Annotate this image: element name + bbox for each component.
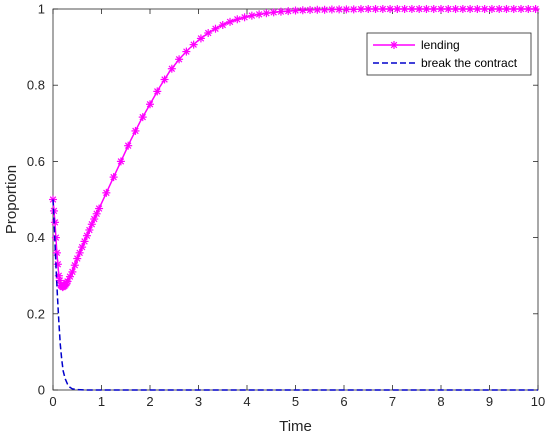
data-point xyxy=(495,5,504,13)
data-point xyxy=(153,87,162,96)
data-point xyxy=(167,64,176,73)
data-point xyxy=(349,5,358,14)
data-point xyxy=(52,248,61,257)
data-point xyxy=(218,21,227,30)
data-point xyxy=(160,75,169,84)
data-point xyxy=(138,113,147,122)
x-tick-label: 2 xyxy=(146,394,153,409)
data-point xyxy=(68,267,77,276)
y-tick-label: 0.6 xyxy=(27,154,45,169)
x-tick-label: 5 xyxy=(292,394,299,409)
data-point xyxy=(211,24,220,33)
series-lending xyxy=(49,5,540,292)
data-point xyxy=(262,9,271,18)
data-point xyxy=(255,10,264,19)
x-axis-label: Time xyxy=(279,418,312,435)
data-point xyxy=(487,5,496,13)
legend: lending break the contract xyxy=(366,32,532,76)
data-point xyxy=(95,204,104,213)
y-tick-label: 0.2 xyxy=(27,306,45,321)
data-point xyxy=(451,5,460,13)
data-point xyxy=(390,41,398,49)
data-point xyxy=(364,5,373,13)
data-point xyxy=(196,34,205,43)
data-point xyxy=(306,5,315,14)
data-point xyxy=(356,5,365,14)
data-point xyxy=(327,5,336,14)
data-point xyxy=(407,5,416,13)
data-point xyxy=(124,141,133,150)
data-point xyxy=(233,15,242,24)
data-point xyxy=(473,5,482,13)
data-point xyxy=(517,5,526,13)
tick-labels: 0 1 2 3 4 5 6 7 8 9 10 0 0.2 0.4 0.6 0.8 1 xyxy=(27,2,545,410)
x-tick-label: 9 xyxy=(486,394,493,409)
data-point xyxy=(444,5,453,13)
data-point xyxy=(53,260,62,269)
data-point xyxy=(50,218,59,227)
data-point xyxy=(466,5,475,13)
y-tick-label: 0.4 xyxy=(27,230,45,245)
series-layer xyxy=(49,5,540,391)
data-point xyxy=(415,5,424,13)
data-point xyxy=(70,261,79,270)
data-point xyxy=(189,40,198,49)
x-tick-label: 4 xyxy=(243,394,250,409)
data-point xyxy=(371,5,380,13)
data-point xyxy=(437,5,445,13)
data-point xyxy=(386,5,395,13)
data-point xyxy=(400,5,409,13)
data-point xyxy=(458,5,467,13)
data-point xyxy=(182,47,191,56)
data-point xyxy=(276,7,285,16)
x-tick-label: 1 xyxy=(98,394,105,409)
data-point xyxy=(509,5,518,13)
data-point xyxy=(146,100,154,109)
y-tick-label: 1 xyxy=(38,2,45,17)
x-tick-label: 10 xyxy=(531,394,545,409)
series-break-the-contract xyxy=(52,199,538,391)
data-point xyxy=(116,157,125,166)
data-point xyxy=(422,5,431,13)
data-point xyxy=(429,5,438,13)
data-point xyxy=(342,5,351,14)
y-tick-label: 0.8 xyxy=(27,78,45,93)
data-point xyxy=(51,233,60,242)
x-tick-label: 8 xyxy=(437,394,444,409)
data-point xyxy=(298,6,307,15)
y-axis-label: Proportion xyxy=(3,165,20,234)
data-point xyxy=(240,13,249,22)
data-point xyxy=(204,29,213,38)
y-tick-label: 0 xyxy=(38,383,45,398)
x-tick-label: 7 xyxy=(389,394,396,409)
data-point xyxy=(109,173,118,182)
x-tick-label: 6 xyxy=(340,394,347,409)
data-point xyxy=(291,6,300,15)
data-point xyxy=(393,5,402,13)
data-point xyxy=(269,8,278,17)
x-tick-label: 0 xyxy=(49,394,56,409)
data-point xyxy=(524,5,533,13)
data-point xyxy=(247,11,256,20)
data-point xyxy=(502,5,511,13)
series-line-break-the-contract xyxy=(52,199,538,391)
data-point xyxy=(378,5,387,13)
data-point xyxy=(284,7,293,16)
data-point xyxy=(102,188,111,197)
legend-label-lending: lending xyxy=(421,38,460,52)
data-point xyxy=(175,55,184,64)
data-point xyxy=(131,126,140,135)
data-point xyxy=(226,17,235,26)
legend-label-break-the-contract: break the contract xyxy=(421,56,518,70)
x-tick-label: 3 xyxy=(195,394,202,409)
legend-marker-lending xyxy=(390,41,398,49)
data-point xyxy=(320,5,329,14)
legend-box xyxy=(366,32,532,76)
data-point xyxy=(335,5,344,14)
data-point xyxy=(480,5,489,13)
data-point xyxy=(531,5,540,13)
data-point xyxy=(313,5,322,14)
